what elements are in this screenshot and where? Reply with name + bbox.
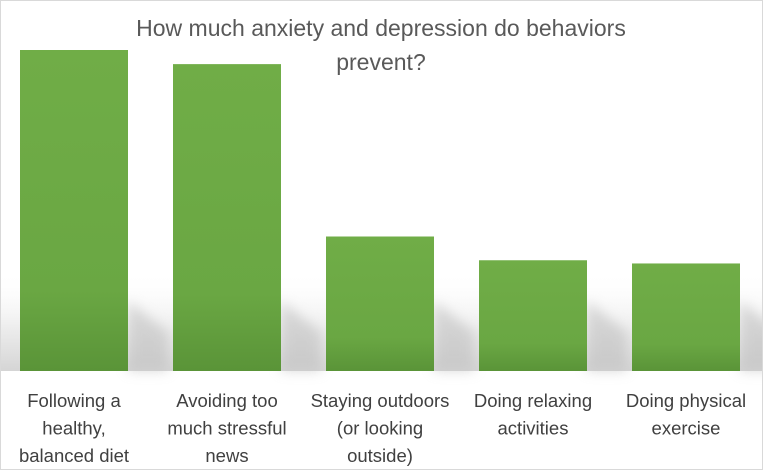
bar-shadow (740, 301, 763, 371)
bar-3 (326, 236, 434, 371)
chart-title: How much anxiety and depression do behav… (136, 15, 626, 75)
category-label-5: Doing physical exercise (626, 390, 746, 439)
bar-shadow (281, 301, 321, 371)
category-label-4: Doing relaxing activities (474, 390, 592, 439)
bar-shadow (128, 301, 168, 371)
category-labels: Following a healthy, balanced diet Avoiding… (19, 390, 746, 466)
bar-shadow (434, 301, 474, 371)
bar-1 (20, 50, 128, 371)
bars (20, 50, 740, 372)
bar-4 (479, 260, 587, 371)
category-label-1: Following a healthy, balanced diet (19, 390, 129, 466)
chart-title-text: How much anxiety and depression do behav… (136, 15, 626, 75)
bar-shadow (587, 301, 627, 371)
category-label-2: Avoiding too much stressful news (167, 390, 286, 466)
category-label-3: Staying outdoors (or looking outside) (311, 390, 450, 466)
bar-shadows (128, 301, 763, 371)
bar-2 (173, 64, 281, 372)
bar-5 (632, 263, 740, 371)
